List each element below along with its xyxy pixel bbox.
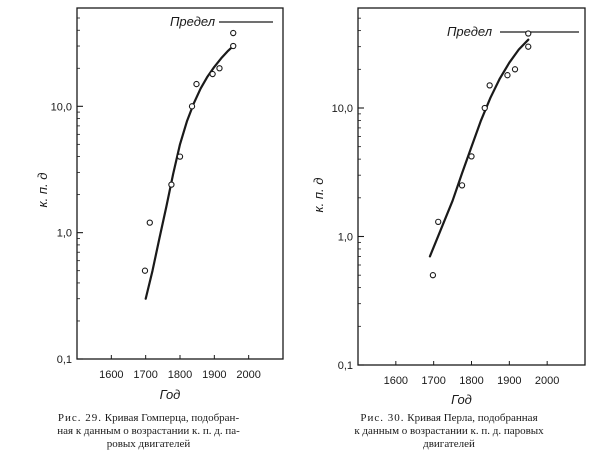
data-point xyxy=(458,182,466,189)
y-axis-label: к. п. д xyxy=(311,178,326,213)
y-tick-label: 0,1 xyxy=(338,360,353,372)
x-tick-label: 1700 xyxy=(421,375,445,387)
x-axis-label: Год xyxy=(451,392,472,407)
caption-fig-29-line-1: Рис. 29. Кривая Гомперца, подобран- xyxy=(6,412,291,425)
data-point xyxy=(188,103,196,110)
data-point xyxy=(435,218,442,226)
x-tick-label: 2000 xyxy=(236,369,260,381)
data-point xyxy=(511,66,519,73)
data-point xyxy=(525,30,532,37)
x-tick-label: 1700 xyxy=(133,369,157,381)
data-point xyxy=(193,80,200,88)
data-point xyxy=(504,72,511,79)
caption-fig-29: Рис. 29. Кривая Гомперца, подобран- ная … xyxy=(6,412,291,451)
data-point xyxy=(468,153,475,160)
fitted-curve xyxy=(144,44,235,300)
chart-fig-30: 0,1 1,0 10,0 1600 1700 1800 1900 2000 Год к. п. д… xyxy=(311,7,586,407)
caption-fig-30-line-2: к данным о возрастании к. п. д. паровых xyxy=(354,425,544,437)
limit-label: Предел xyxy=(170,14,216,29)
data-point xyxy=(146,219,153,226)
x-tick-label: 1900 xyxy=(497,375,521,387)
limit-label: Предел xyxy=(447,24,493,39)
caption-fig-29-text-1: Кривая Гомперца, подобран- xyxy=(104,412,240,424)
x-tick-label: 2000 xyxy=(535,375,559,387)
data-point xyxy=(230,29,237,37)
y-tick-label: 1,0 xyxy=(338,231,353,243)
x-tick-label: 1900 xyxy=(202,369,226,381)
x-tick-label: 1600 xyxy=(99,369,123,381)
y-tick-label: 10,0 xyxy=(51,101,72,113)
plot-frame xyxy=(357,7,586,366)
caption-fig-30-line-3: двигателей xyxy=(423,438,475,450)
fitted-curve xyxy=(428,38,530,258)
data-point xyxy=(486,82,493,89)
caption-fig-29-number: Рис. 29. xyxy=(57,412,103,424)
data-point xyxy=(230,42,237,50)
y-tick-label: 10,0 xyxy=(332,103,353,115)
caption-fig-30: Рис. 30. Кривая Перла, подобранная к дан… xyxy=(308,412,590,451)
y-tick-label: 0,1 xyxy=(57,354,72,366)
data-point xyxy=(429,272,437,279)
data-point xyxy=(481,104,488,112)
data-point xyxy=(176,153,184,160)
data-point xyxy=(141,267,149,274)
caption-fig-29-line-3: ровых двигателей xyxy=(106,438,191,450)
data-point xyxy=(216,65,223,72)
data-point xyxy=(209,70,216,78)
data-point xyxy=(168,181,175,188)
x-tick-label: 1800 xyxy=(459,375,483,387)
data-point xyxy=(525,43,532,50)
plot-frame xyxy=(76,7,284,360)
y-tick-label: 1,0 xyxy=(57,228,72,240)
caption-fig-30-text-1: Кривая Перла, подобранная xyxy=(407,412,538,424)
caption-fig-29-line-2: ная к данным о возрастании к. п. д. па- xyxy=(57,425,240,437)
caption-fig-30-line-1: Рис. 30. Кривая Перла, подобранная xyxy=(308,412,590,425)
x-tick-label: 1600 xyxy=(384,375,408,387)
y-axis-label: к. п. д xyxy=(35,173,50,208)
x-axis-label: Год xyxy=(160,387,181,402)
x-tick-label: 1800 xyxy=(168,369,192,381)
caption-fig-30-number: Рис. 30. xyxy=(360,412,405,424)
chart-fig-29: 0,1 1,0 10,0 1600 1700 1800 1900 2000 Год к. п. д… xyxy=(35,7,284,402)
